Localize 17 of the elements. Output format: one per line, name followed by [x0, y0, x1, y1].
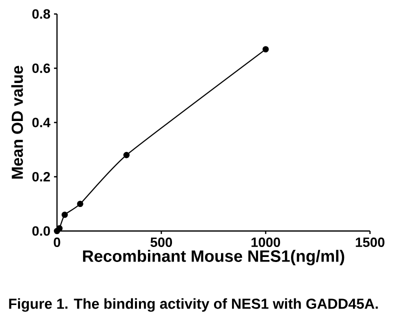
y-tick-label: 0.0 — [32, 226, 50, 236]
y-tick-label: 0.4 — [32, 118, 50, 128]
y-tick-label: 0.2 — [32, 172, 50, 182]
point — [56, 225, 63, 232]
y-tick-label: 0.8 — [32, 9, 50, 19]
point — [123, 152, 130, 158]
x-tick-label: 500 — [150, 238, 172, 248]
caption: Figure 1. The binding activity of NES1 with GADD45A. — [9, 298, 378, 312]
x-axis-title: Recombinant Mouse NES1(ng/ml) — [83, 250, 344, 266]
y-axis-title: Mean OD value — [11, 66, 23, 179]
x-tick-label: 1000 — [252, 238, 280, 248]
x-tick-label: 0 — [54, 238, 60, 248]
point — [62, 212, 68, 218]
point — [262, 46, 269, 52]
y-tick-label: 0.6 — [32, 63, 50, 74]
x-tick-label: 1500 — [356, 238, 384, 248]
point — [77, 200, 84, 208]
